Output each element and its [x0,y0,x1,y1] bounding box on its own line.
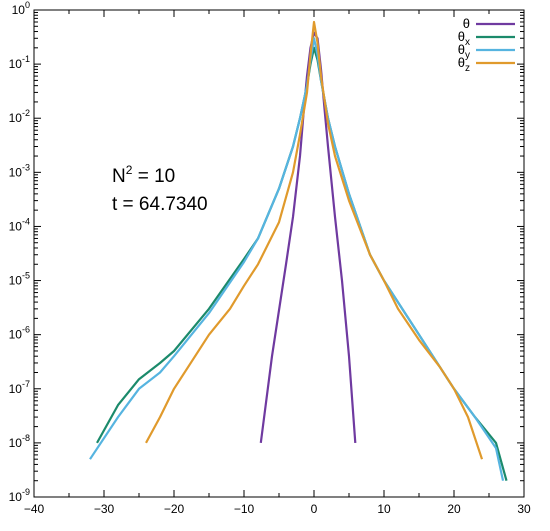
x-tick-label: 20 [447,502,461,516]
y-tick-label: 100 [12,0,30,17]
annotations: N2 = 10 t = 64.7340 [112,163,208,215]
x-tick-label: −10 [234,502,255,516]
legend-label-2: θy [458,42,470,61]
y-tick-label: 10-2 [9,108,30,125]
x-axis: −40 −30 −20 −10 0 10 20 30 [24,10,531,516]
time-label: t = 64.7340 [112,194,208,215]
series-line-0 [259,31,357,444]
y-tick-label: 10-8 [9,433,30,450]
legend-label-0: θ [463,16,470,31]
x-tick-label: −40 [24,502,45,516]
y-tick-label: 10-7 [9,379,30,396]
legend-label-3: θz [458,55,470,74]
x-tick-label: 0 [311,502,318,516]
n-squared-label: N2 = 10 [112,163,175,187]
x-tick-label: 10 [377,502,391,516]
legend-label-1: θx [458,29,470,48]
y-tick-label: 10-5 [9,271,30,288]
series-line-3 [145,20,484,460]
y-tick-label: 10-4 [9,216,30,233]
y-tick-label: 10-6 [9,325,30,342]
x-tick-label: 30 [517,502,531,516]
series-group [89,20,508,481]
y-axis: 10-9 10-8 10-7 10-6 10-5 10-4 10-3 10-2 10-1 100 [9,0,524,504]
y-tick-label: 10-3 [9,162,30,179]
y-tick-label: 10-9 [9,487,30,504]
x-tick-label: −30 [94,502,115,516]
y-tick-label: 10-1 [9,54,30,71]
series-line-2 [89,37,505,481]
x-tick-label: −20 [164,502,185,516]
